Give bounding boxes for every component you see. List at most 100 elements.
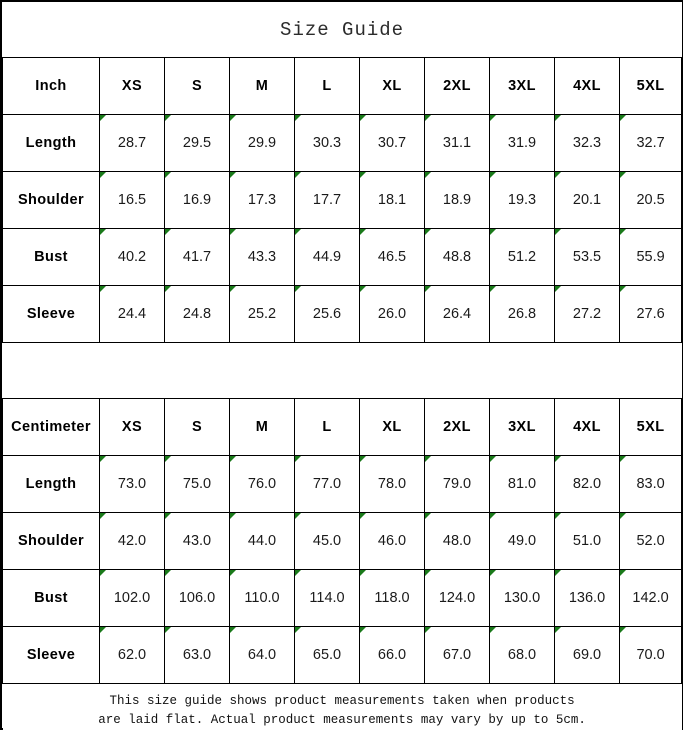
cell-cm-sleeve-2xl: 67.0 (425, 627, 490, 684)
cell-inch-length-5xl: 32.7 (620, 115, 682, 172)
cell-cm-bust-4xl: 136.0 (555, 570, 620, 627)
cell-inch-sleeve-4xl: 27.2 (555, 286, 620, 343)
cell-cm-sleeve-m: 64.0 (230, 627, 295, 684)
cell-inch-sleeve-xl: 26.0 (360, 286, 425, 343)
cell-cm-shoulder-2xl: 48.0 (425, 513, 490, 570)
column-header-cm-xs: XS (100, 399, 165, 456)
column-header-cm-s: S (165, 399, 230, 456)
row-label-bust-inch: Bust (3, 229, 100, 286)
table-row: Length 73.0 75.0 76.0 77.0 78.0 79.0 81.… (3, 456, 682, 513)
column-header-cm-l: L (295, 399, 360, 456)
cell-cm-length-5xl: 83.0 (620, 456, 682, 513)
cell-inch-shoulder-l: 17.7 (295, 172, 360, 229)
cell-cm-sleeve-4xl: 69.0 (555, 627, 620, 684)
unit-label-inch: Inch (3, 58, 100, 115)
cell-inch-sleeve-2xl: 26.4 (425, 286, 490, 343)
cell-inch-shoulder-4xl: 20.1 (555, 172, 620, 229)
cell-inch-bust-xl: 46.5 (360, 229, 425, 286)
table-separator (3, 343, 682, 399)
cell-cm-bust-3xl: 130.0 (490, 570, 555, 627)
cell-inch-shoulder-xl: 18.1 (360, 172, 425, 229)
column-header-m: M (230, 58, 295, 115)
table-row: Length 28.7 29.5 29.9 30.3 30.7 31.1 31.… (3, 115, 682, 172)
cell-inch-bust-xs: 40.2 (100, 229, 165, 286)
cell-cm-shoulder-xs: 42.0 (100, 513, 165, 570)
inch-header-row: Inch XS S M L XL 2XL 3XL 4XL 5XL (3, 58, 682, 115)
cell-cm-sleeve-s: 63.0 (165, 627, 230, 684)
cell-cm-shoulder-5xl: 52.0 (620, 513, 682, 570)
cell-cm-length-xl: 78.0 (360, 456, 425, 513)
cell-cm-bust-2xl: 124.0 (425, 570, 490, 627)
cell-inch-length-xl: 30.7 (360, 115, 425, 172)
footer-note-line-1: This size guide shows product measuremen… (3, 692, 682, 711)
cell-cm-length-3xl: 81.0 (490, 456, 555, 513)
cell-inch-bust-4xl: 53.5 (555, 229, 620, 286)
column-header-cm-4xl: 4XL (555, 399, 620, 456)
cell-inch-length-2xl: 31.1 (425, 115, 490, 172)
column-header-cm-2xl: 2XL (425, 399, 490, 456)
column-header-4xl: 4XL (555, 58, 620, 115)
column-header-2xl: 2XL (425, 58, 490, 115)
cell-cm-length-m: 76.0 (230, 456, 295, 513)
cell-inch-sleeve-m: 25.2 (230, 286, 295, 343)
row-label-shoulder-inch: Shoulder (3, 172, 100, 229)
cell-inch-bust-m: 43.3 (230, 229, 295, 286)
cell-cm-shoulder-l: 45.0 (295, 513, 360, 570)
column-header-3xl: 3XL (490, 58, 555, 115)
table-row: Bust 102.0 106.0 110.0 114.0 118.0 124.0… (3, 570, 682, 627)
cell-inch-length-m: 29.9 (230, 115, 295, 172)
cell-cm-sleeve-l: 65.0 (295, 627, 360, 684)
row-label-sleeve-cm: Sleeve (3, 627, 100, 684)
column-header-l: L (295, 58, 360, 115)
cell-inch-sleeve-s: 24.8 (165, 286, 230, 343)
cell-inch-sleeve-xs: 24.4 (100, 286, 165, 343)
cell-inch-shoulder-s: 16.9 (165, 172, 230, 229)
footer-note-line-2: are laid flat. Actual product measuremen… (3, 711, 682, 730)
cell-cm-sleeve-5xl: 70.0 (620, 627, 682, 684)
column-header-cm-5xl: 5XL (620, 399, 682, 456)
table-separator-row (3, 343, 682, 399)
cell-inch-bust-3xl: 51.2 (490, 229, 555, 286)
cell-cm-bust-m: 110.0 (230, 570, 295, 627)
cell-cm-bust-l: 114.0 (295, 570, 360, 627)
row-label-sleeve-inch: Sleeve (3, 286, 100, 343)
cell-cm-shoulder-xl: 46.0 (360, 513, 425, 570)
column-header-cm-3xl: 3XL (490, 399, 555, 456)
cell-cm-bust-s: 106.0 (165, 570, 230, 627)
row-label-length-cm: Length (3, 456, 100, 513)
cell-inch-shoulder-3xl: 19.3 (490, 172, 555, 229)
cell-inch-length-s: 29.5 (165, 115, 230, 172)
cell-cm-sleeve-xs: 62.0 (100, 627, 165, 684)
cm-header-row: Centimeter XS S M L XL 2XL 3XL 4XL 5XL (3, 399, 682, 456)
cell-cm-sleeve-3xl: 68.0 (490, 627, 555, 684)
cell-inch-bust-5xl: 55.9 (620, 229, 682, 286)
column-header-5xl: 5XL (620, 58, 682, 115)
table-row: Sleeve 24.4 24.8 25.2 25.6 26.0 26.4 26.… (3, 286, 682, 343)
cell-inch-bust-l: 44.9 (295, 229, 360, 286)
cell-inch-length-4xl: 32.3 (555, 115, 620, 172)
cell-cm-length-s: 75.0 (165, 456, 230, 513)
cell-inch-sleeve-5xl: 27.6 (620, 286, 682, 343)
column-header-cm-xl: XL (360, 399, 425, 456)
title-row: Size Guide (3, 2, 682, 58)
cell-cm-bust-5xl: 142.0 (620, 570, 682, 627)
cell-inch-length-l: 30.3 (295, 115, 360, 172)
cell-inch-bust-s: 41.7 (165, 229, 230, 286)
column-header-xl: XL (360, 58, 425, 115)
cell-inch-sleeve-3xl: 26.8 (490, 286, 555, 343)
unit-label-centimeter: Centimeter (3, 399, 100, 456)
cell-cm-bust-xs: 102.0 (100, 570, 165, 627)
cell-cm-shoulder-3xl: 49.0 (490, 513, 555, 570)
column-header-xs: XS (100, 58, 165, 115)
cell-cm-shoulder-m: 44.0 (230, 513, 295, 570)
cell-cm-shoulder-s: 43.0 (165, 513, 230, 570)
column-header-s: S (165, 58, 230, 115)
row-label-length-inch: Length (3, 115, 100, 172)
cell-inch-length-3xl: 31.9 (490, 115, 555, 172)
row-label-shoulder-cm: Shoulder (3, 513, 100, 570)
cell-inch-shoulder-xs: 16.5 (100, 172, 165, 229)
table-row: Bust 40.2 41.7 43.3 44.9 46.5 48.8 51.2 … (3, 229, 682, 286)
cell-cm-sleeve-xl: 66.0 (360, 627, 425, 684)
